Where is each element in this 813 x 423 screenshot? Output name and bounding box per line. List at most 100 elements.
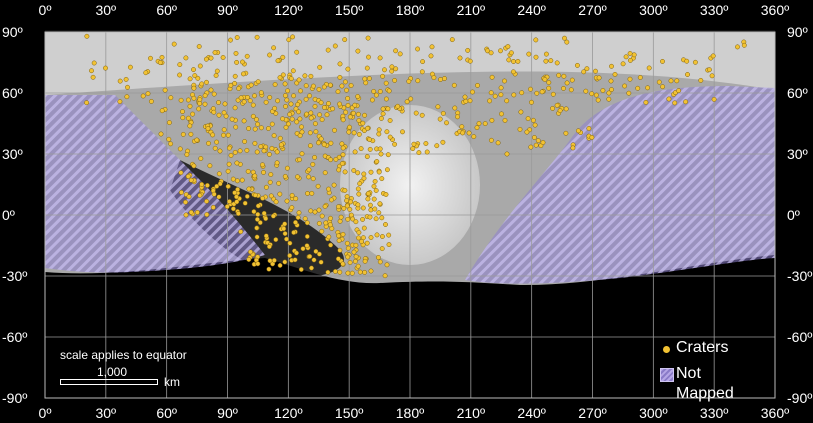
crater-marker xyxy=(609,63,614,69)
crater-marker xyxy=(352,258,358,264)
crater-marker xyxy=(318,136,324,142)
crater-marker xyxy=(261,169,266,175)
crater-marker xyxy=(400,129,405,135)
crater-marker xyxy=(207,163,213,169)
crater-marker xyxy=(313,248,319,254)
crater-marker xyxy=(337,74,343,80)
crater-marker xyxy=(204,79,209,85)
crater-marker xyxy=(294,49,300,55)
crater-marker xyxy=(241,99,247,105)
crater-marker xyxy=(271,257,277,263)
crater-marker xyxy=(217,148,223,154)
crater-marker xyxy=(328,140,334,146)
crater-marker xyxy=(449,37,455,43)
crater-marker xyxy=(379,215,385,221)
crater-marker xyxy=(460,130,466,136)
crater-marker xyxy=(273,199,279,205)
crater-marker xyxy=(387,134,393,140)
crater-marker xyxy=(360,216,366,222)
crater-marker xyxy=(271,133,277,139)
crater-marker xyxy=(254,225,260,231)
crater-marker xyxy=(290,34,296,40)
crater-marker xyxy=(344,203,350,209)
crater-marker xyxy=(325,269,331,275)
crater-marker xyxy=(236,86,242,91)
crater-marker xyxy=(386,88,392,94)
crater-marker xyxy=(263,216,269,222)
crater-markers xyxy=(84,33,747,279)
crater-marker xyxy=(187,76,193,82)
latitude-label-right: -90º xyxy=(787,390,813,406)
not-mapped-region-east xyxy=(465,86,775,284)
crater-marker xyxy=(321,142,327,148)
crater-marker xyxy=(180,109,185,115)
crater-marker xyxy=(244,147,250,153)
crater-marker xyxy=(280,116,286,122)
crater-marker xyxy=(526,51,532,57)
crater-marker xyxy=(344,240,350,246)
crater-marker xyxy=(291,230,297,235)
crater-marker xyxy=(710,53,716,59)
crater-marker xyxy=(246,126,252,131)
crater-marker xyxy=(308,73,314,79)
crater-marker xyxy=(187,123,193,129)
crater-marker xyxy=(319,228,325,234)
crater-marker xyxy=(377,259,383,265)
crater-marker xyxy=(581,69,587,75)
crater-marker xyxy=(672,100,678,106)
crater-marker xyxy=(542,77,548,82)
crater-marker xyxy=(225,168,231,174)
crater-marker xyxy=(505,44,511,50)
crater-marker xyxy=(376,127,382,133)
longitude-label-bottom: 300º xyxy=(639,405,668,421)
crater-marker xyxy=(289,205,295,211)
crater-marker xyxy=(377,55,383,61)
crater-marker xyxy=(415,46,421,52)
crater-marker xyxy=(186,194,192,200)
crater-marker xyxy=(371,183,377,189)
crater-marker xyxy=(247,98,253,104)
crater-marker xyxy=(471,134,477,140)
longitude-label-top: 30º xyxy=(95,2,117,18)
crater-marker xyxy=(316,207,322,213)
crater-marker xyxy=(267,94,273,100)
crater-marker xyxy=(319,213,325,219)
crater-marker xyxy=(660,84,666,90)
crater-marker xyxy=(508,50,514,56)
crater-marker xyxy=(331,182,337,188)
crater-marker xyxy=(600,88,606,93)
crater-marker xyxy=(563,130,569,136)
longitude-label-bottom: 0º xyxy=(38,405,52,421)
crater-marker xyxy=(631,52,637,58)
crater-marker xyxy=(378,115,384,121)
crater-marker xyxy=(353,242,359,248)
crater-marker xyxy=(668,78,674,84)
crater-marker xyxy=(225,183,231,189)
crater-marker xyxy=(335,89,341,95)
crater-marker xyxy=(411,141,417,147)
crater-marker xyxy=(561,85,566,91)
crater-marker xyxy=(339,161,345,167)
crater-marker xyxy=(184,152,190,158)
crater-marker xyxy=(117,78,123,84)
scale-value: 1,000 xyxy=(97,365,128,379)
crater-marker xyxy=(392,141,398,147)
crater-marker xyxy=(274,149,280,155)
crater-marker xyxy=(389,68,395,74)
crater-marker xyxy=(437,116,443,122)
latitude-label-right: 0º xyxy=(787,207,800,223)
crater-marker xyxy=(365,125,370,131)
crater-marker xyxy=(296,210,302,216)
crater-marker xyxy=(221,132,226,138)
crater-marker xyxy=(307,143,313,149)
crater-marker xyxy=(596,75,602,81)
crater-marker xyxy=(295,174,300,180)
crater-marker xyxy=(204,198,210,204)
crater-marker xyxy=(232,190,238,196)
crater-marker xyxy=(288,101,294,107)
crater-marker xyxy=(332,268,338,274)
crater-marker xyxy=(482,121,488,127)
crater-marker xyxy=(356,191,362,197)
latitude-label-right: 60º xyxy=(787,85,808,101)
